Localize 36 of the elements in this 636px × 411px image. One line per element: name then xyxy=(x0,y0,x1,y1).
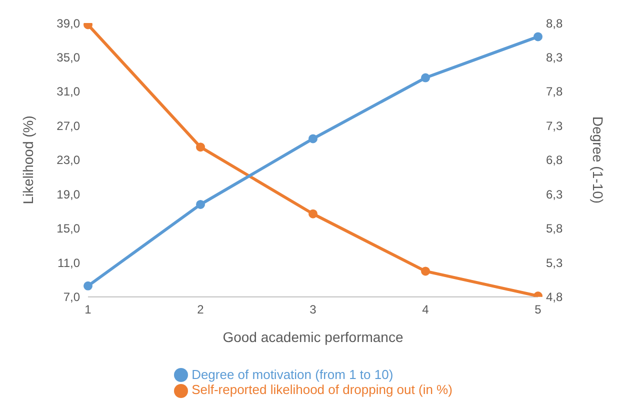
y-tick-label: 31,0 xyxy=(56,84,80,99)
x-tick-label: 3 xyxy=(310,302,317,316)
y-tick-label: 15,0 xyxy=(56,222,80,236)
legend-label: Self-reported likelihood of dropping out (in %) xyxy=(192,382,452,398)
y-tick-label: 35,0 xyxy=(56,50,80,64)
point xyxy=(421,73,430,82)
y-tick-label: 23,0 xyxy=(56,153,80,168)
point xyxy=(196,142,205,152)
y2-tick-label: 8,3 xyxy=(546,50,564,64)
y2-tick-label: 7,8 xyxy=(546,84,564,99)
legend-label: Degree of motivation (from 1 to 10) xyxy=(192,366,394,382)
y2-tick-label: 6,8 xyxy=(546,153,564,168)
point xyxy=(421,266,430,276)
point xyxy=(308,134,318,144)
x-axis-title: Good academic performance xyxy=(222,328,404,345)
y-tick-label: 7,0 xyxy=(63,290,80,304)
x-tick-label: 4 xyxy=(422,302,430,316)
x-tick-label: 1 xyxy=(84,302,92,316)
point xyxy=(196,200,205,209)
y2-tick-label: 8,8 xyxy=(546,16,564,30)
y-tick-label: 27,0 xyxy=(56,118,80,133)
y2-tick-label: 5,3 xyxy=(546,256,564,270)
y-axis-title: Likelihood (%) xyxy=(20,116,36,204)
y2-tick-label: 6,3 xyxy=(546,187,564,202)
point xyxy=(84,281,92,290)
point xyxy=(308,209,318,218)
y-tick-label: 39,0 xyxy=(56,16,80,30)
y2-tick-label: 5,8 xyxy=(546,222,564,236)
y2-tick-label: 4,8 xyxy=(546,290,564,304)
y2-axis-title: Degree (1-10) xyxy=(590,116,606,204)
y2-tick-label: 7,3 xyxy=(546,118,564,133)
x-tick-label: 2 xyxy=(197,302,204,316)
point xyxy=(534,32,542,42)
x-tick-label: 5 xyxy=(534,302,542,316)
y-tick-label: 19,0 xyxy=(56,187,80,202)
y-tick-label: 11,0 xyxy=(58,256,80,270)
